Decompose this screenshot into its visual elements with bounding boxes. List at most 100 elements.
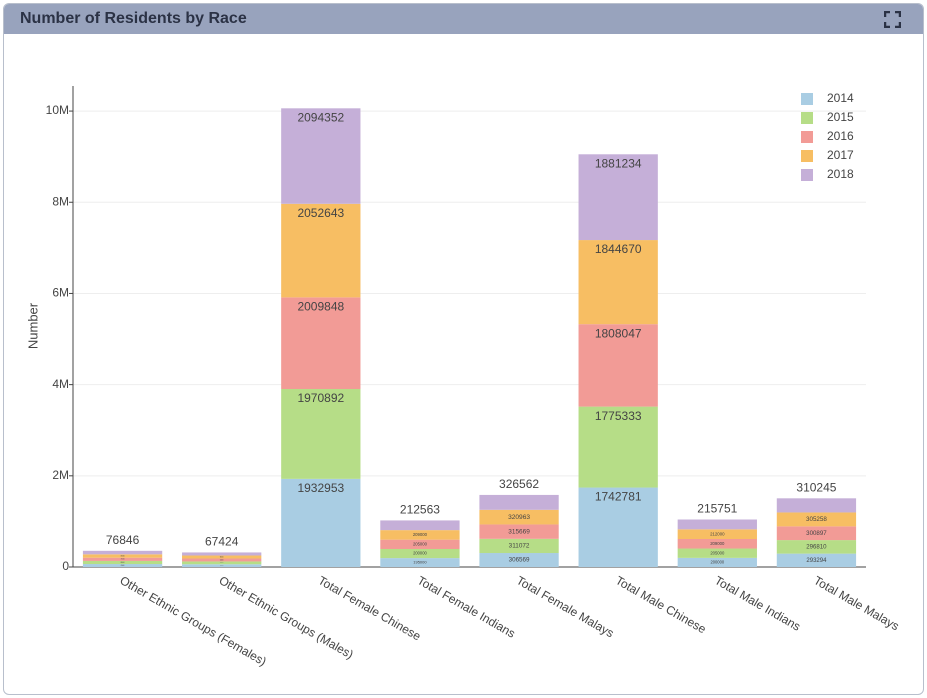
y-tick-label: 4M: [52, 377, 69, 391]
y-axis-title: Number: [25, 302, 40, 349]
data-label: 71000: [121, 559, 125, 561]
x-tick-label: Total Male Malays: [811, 573, 901, 633]
bar-segment: [776, 540, 857, 554]
data-label: 293294: [806, 558, 827, 564]
data-label: 1932953: [297, 481, 344, 495]
panel-header: Number of Residents by Race: [4, 4, 923, 34]
data-label: 311072: [509, 543, 530, 550]
data-label: 205000: [710, 550, 725, 555]
legend-label: 2017: [827, 148, 854, 162]
bar-segment: [380, 530, 460, 540]
data-label: 60000: [220, 565, 224, 567]
legend-label: 2014: [827, 91, 854, 105]
data-label: 212563: [400, 503, 440, 517]
bar-segment: [578, 324, 658, 407]
bar-segment: [182, 558, 262, 562]
legend-swatch: [801, 150, 813, 162]
bar-segment: [479, 553, 559, 567]
expand-icon[interactable]: [884, 11, 901, 28]
data-label: 2052643: [297, 206, 344, 220]
data-label: 76846: [106, 533, 140, 547]
data-label: 68000: [121, 562, 125, 564]
bar-segment: [677, 548, 757, 558]
data-label: 2094352: [297, 110, 344, 124]
data-label: 200000: [413, 551, 427, 556]
data-label: 320963: [508, 514, 530, 521]
data-label: 212000: [710, 531, 725, 536]
y-tick-label: 2M: [52, 468, 69, 482]
x-tick-label: Total Male Chinese: [613, 573, 709, 636]
bar-segment: [578, 406, 658, 488]
bar-segment: [479, 524, 559, 539]
panel-title: Number of Residents by Race: [20, 10, 247, 27]
data-label: 200000: [710, 560, 724, 565]
data-label: 1881234: [595, 156, 642, 170]
bar-segment: [677, 519, 757, 530]
data-label: 1808047: [595, 326, 642, 340]
bar-segment: [677, 557, 757, 567]
data-label: 2009848: [297, 300, 344, 314]
legend-label: 2016: [827, 129, 854, 143]
data-label: 74000: [120, 555, 124, 557]
legend-swatch: [801, 112, 813, 124]
bar-segment: [380, 539, 460, 549]
bar-segment: [677, 539, 757, 549]
legend-swatch: [801, 169, 813, 181]
data-label: 310245: [796, 480, 836, 494]
y-tick-label: 10M: [46, 103, 69, 117]
legend-swatch: [801, 131, 813, 143]
y-tick-label: 0: [62, 559, 69, 573]
y-tick-label: 8M: [52, 194, 69, 208]
data-label: 1844670: [595, 242, 642, 256]
bar-segment: [380, 548, 460, 559]
bar-segment: [281, 478, 361, 567]
data-label: 65000: [121, 565, 125, 567]
bar-segment: [182, 561, 262, 565]
data-label: 1970892: [297, 391, 344, 405]
data-label: 67424: [205, 535, 239, 549]
x-tick-label: Total Female Indians: [415, 573, 518, 640]
y-tick-label: 6M: [52, 286, 69, 300]
data-label: 306569: [509, 557, 530, 564]
bar-segment: [479, 494, 559, 510]
bar-segment: [281, 389, 361, 479]
bar-segment: [82, 557, 163, 561]
data-label: 315669: [508, 528, 530, 535]
data-label: 66000: [220, 556, 224, 558]
bar-segment: [776, 512, 857, 527]
data-label: 300897: [806, 530, 827, 537]
bar-segment: [380, 558, 460, 567]
data-label: 62000: [220, 562, 224, 564]
x-tick-label: Total Male Indians: [712, 573, 803, 633]
bar-segment: [82, 554, 163, 558]
legend-label: 2015: [827, 110, 854, 124]
x-tick-label: Total Female Chinese: [316, 573, 424, 643]
bar-segment: [677, 529, 757, 540]
bar-segment: [776, 553, 857, 567]
bar-segment: [380, 520, 460, 531]
data-label: 215751: [697, 502, 737, 516]
data-label: 1775333: [595, 409, 642, 423]
bar-segment: [479, 509, 559, 525]
data-label: 205000: [413, 541, 428, 546]
bar-segment: [479, 538, 559, 554]
legend-label: 2018: [827, 167, 854, 181]
bar-segment: [578, 240, 658, 325]
bar-segment: [281, 203, 361, 298]
bar-segment: [182, 564, 262, 567]
bar-segment: [182, 552, 262, 556]
bar-segment: [82, 564, 163, 567]
bar-segment: [82, 550, 163, 555]
data-label: 64000: [220, 559, 224, 561]
x-tick-label: Total Female Malays: [514, 573, 616, 640]
bar-segment: [578, 487, 658, 567]
data-label: 209000: [413, 532, 428, 537]
data-label: 195000: [413, 560, 427, 565]
bar-segment: [578, 154, 658, 241]
bar-segment: [776, 526, 857, 541]
data-label: 326562: [499, 477, 539, 491]
bar-segment: [82, 560, 163, 565]
data-label: 305258: [806, 516, 827, 523]
bar-segment: [776, 498, 857, 513]
